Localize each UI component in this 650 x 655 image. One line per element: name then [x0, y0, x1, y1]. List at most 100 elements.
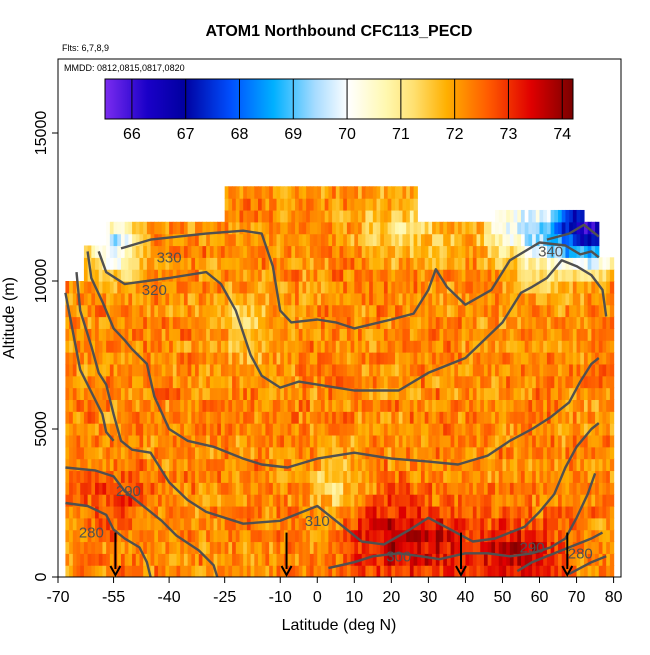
- field-cell: [128, 565, 133, 577]
- field-cell: [495, 505, 500, 519]
- field-cell: [569, 316, 574, 329]
- field-cell: [572, 446, 578, 460]
- field-cell: [187, 245, 192, 258]
- field-cell: [432, 257, 437, 270]
- field-cell: [409, 245, 415, 258]
- field-cell: [439, 269, 444, 282]
- field-cell: [191, 423, 196, 436]
- field-cell: [213, 363, 218, 377]
- field-cell: [420, 328, 426, 341]
- field-cell: [258, 399, 263, 412]
- x-tick-label: 10: [345, 589, 363, 606]
- field-cell: [365, 505, 370, 519]
- field-cell: [509, 221, 515, 235]
- field-cell: [95, 245, 100, 258]
- field-cell: [254, 186, 259, 199]
- field-cell: [76, 423, 81, 436]
- field-cell: [191, 269, 196, 282]
- field-cell: [109, 292, 115, 306]
- field-cell: [558, 529, 563, 543]
- field-cell: [272, 257, 278, 270]
- field-cell: [272, 446, 278, 460]
- field-cell: [398, 541, 404, 554]
- field-cell: [454, 541, 459, 554]
- field-cell: [76, 482, 81, 495]
- field-cell: [569, 209, 574, 223]
- field-cell: [98, 446, 104, 460]
- field-cell: [354, 363, 359, 377]
- field-cell: [239, 411, 244, 424]
- field-cell: [161, 482, 167, 495]
- field-cell: [487, 221, 492, 235]
- field-cell: [472, 257, 478, 270]
- field-cell: [158, 529, 163, 543]
- field-cell: [220, 387, 226, 400]
- field-cell: [532, 257, 537, 270]
- field-cell: [513, 423, 518, 436]
- field-cell: [472, 269, 478, 282]
- field-cell: [376, 375, 381, 389]
- field-cell: [369, 482, 374, 495]
- field-cell: [143, 269, 148, 282]
- field-cell: [306, 446, 311, 460]
- field-cell: [424, 494, 429, 507]
- field-cell: [191, 505, 196, 519]
- field-cell: [569, 529, 574, 543]
- field-cell: [554, 304, 559, 318]
- field-cell: [361, 233, 367, 247]
- field-cell: [413, 434, 418, 448]
- field-cell: [391, 269, 396, 282]
- field-cell: [217, 553, 222, 566]
- field-cell: [543, 387, 548, 400]
- field-cell: [335, 565, 341, 577]
- field-cell: [435, 304, 441, 318]
- field-cell: [409, 446, 415, 460]
- field-cell: [376, 292, 381, 306]
- field-cell: [465, 423, 470, 436]
- field-cell: [446, 553, 452, 566]
- field-cell: [243, 316, 248, 329]
- field-cell: [528, 541, 533, 554]
- field-cell: [443, 340, 448, 353]
- field-cell: [454, 340, 459, 353]
- field-cell: [487, 292, 492, 306]
- field-cell: [258, 233, 263, 247]
- field-cell: [246, 541, 252, 554]
- field-cell: [317, 423, 322, 436]
- field-cell: [198, 352, 204, 365]
- field-cell: [339, 529, 344, 543]
- field-cell: [339, 316, 344, 329]
- field-cell: [580, 316, 585, 329]
- field-cell: [343, 387, 348, 400]
- field-cell: [583, 257, 589, 270]
- field-cell: [420, 387, 426, 400]
- field-cell: [169, 411, 174, 424]
- field-cell: [154, 257, 159, 270]
- field-cell: [369, 529, 374, 543]
- field-cell: [539, 363, 544, 377]
- field-cell: [391, 221, 396, 235]
- field-cell: [387, 198, 392, 211]
- field-cell: [554, 387, 559, 400]
- field-cell: [398, 304, 404, 318]
- field-cell: [324, 328, 329, 341]
- field-cell: [95, 257, 100, 270]
- field-cell: [72, 352, 78, 365]
- field-cell: [235, 458, 241, 472]
- field-cell: [220, 375, 226, 389]
- field-cell: [365, 541, 370, 554]
- field-cell: [76, 553, 81, 566]
- field-cell: [102, 553, 107, 566]
- field-cell: [354, 186, 359, 199]
- field-cell: [465, 233, 470, 247]
- field-cell: [417, 529, 422, 543]
- field-cell: [272, 387, 278, 400]
- field-cell: [513, 281, 518, 294]
- field-cell: [513, 316, 518, 329]
- field-cell: [135, 399, 141, 412]
- field-cell: [528, 458, 533, 472]
- field-cell: [246, 434, 252, 448]
- field-cell: [128, 434, 133, 448]
- field-cell: [246, 399, 252, 412]
- field-cell: [528, 505, 533, 519]
